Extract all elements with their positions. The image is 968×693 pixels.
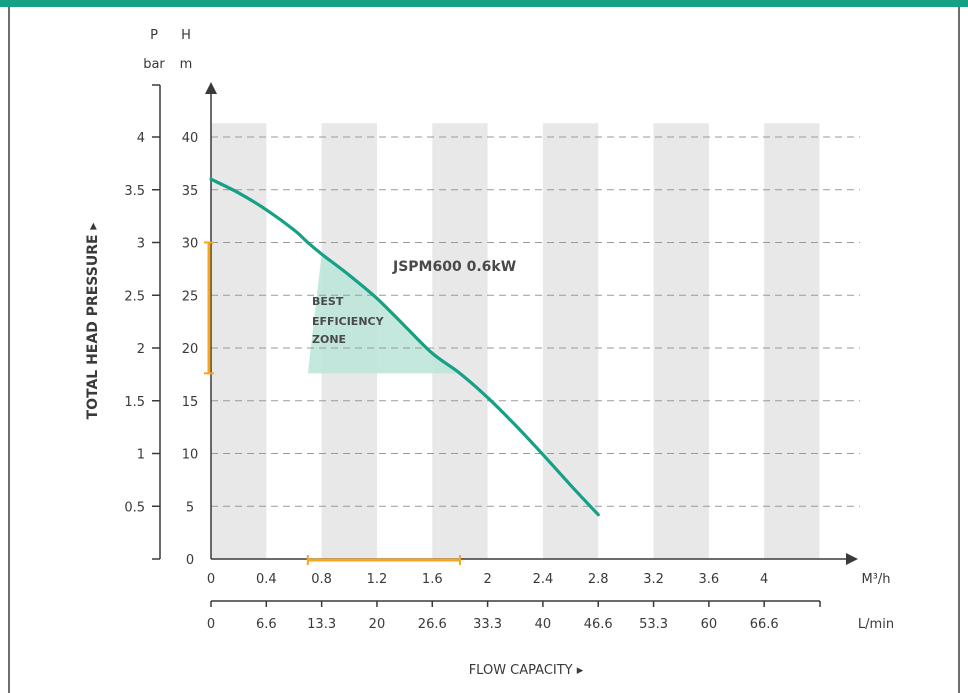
y-m-tick-5: 5 [186, 500, 194, 515]
band-5 [764, 123, 820, 559]
x2-tick-5: 33.3 [473, 617, 502, 632]
x2-tick-9: 60 [701, 617, 718, 632]
y-bar-tick-4: 2 [137, 342, 145, 357]
y-right-unit-symbol: H [181, 28, 191, 43]
y-bar-tick-8: 4 [137, 131, 145, 146]
y-bar-tick-5: 2.5 [124, 289, 145, 304]
chart-labels: P bar H m TOTAL HEAD PRESSURE ▸ M³/h L/m… [85, 28, 894, 678]
y-bar-tick-7: 3.5 [124, 184, 145, 199]
x-tick-10: 4 [760, 572, 768, 587]
x-tick-5: 2 [483, 572, 491, 587]
performance-curve [209, 177, 600, 517]
curve-line [209, 177, 600, 517]
y-m-axis-arrow [205, 82, 217, 94]
y-bar-tick-2: 1 [137, 448, 145, 463]
x2-tick-7: 46.6 [584, 617, 613, 632]
x2-tick-2: 13.3 [307, 617, 336, 632]
x2-tick-3: 20 [369, 617, 386, 632]
y-m-tick-40: 40 [182, 131, 199, 146]
band-0 [211, 123, 267, 559]
x2-tick-0: 0 [207, 617, 215, 632]
x-tick-6: 2.4 [533, 572, 554, 587]
left-border [8, 7, 10, 693]
y-bar-tick-3: 1.5 [124, 395, 145, 410]
y-right-unit: m [180, 57, 193, 72]
x-tick-1: 0.4 [256, 572, 277, 587]
y-bar-tick-6: 3 [137, 237, 145, 252]
x-tick-4: 1.6 [422, 572, 443, 587]
y-m-tick-35: 35 [182, 184, 199, 199]
x-tick-2: 0.8 [311, 572, 332, 587]
band-2 [432, 123, 488, 559]
band-3 [542, 123, 599, 559]
zone-label-line-1: BEST [312, 295, 344, 308]
y-bar-tick-1: 0.5 [124, 500, 145, 515]
top-accent-bar [0, 0, 968, 7]
x-tick-8: 3.2 [643, 572, 664, 587]
right-border [958, 7, 960, 693]
x-axis-label: FLOW CAPACITY ▸ [469, 663, 584, 678]
x2-tick-6: 40 [535, 617, 552, 632]
x-axis-arrow [846, 553, 858, 565]
gridlines [211, 136, 860, 507]
x2-axis-unit: L/min [858, 617, 894, 632]
range-markers [204, 241, 461, 565]
x-axis-unit: M³/h [861, 572, 890, 587]
series-label: JSPM600 0.6kW [392, 259, 516, 275]
x-tick-9: 3.6 [699, 572, 720, 587]
y-m-tick-20: 20 [182, 342, 199, 357]
zone-label-line-3: ZONE [312, 333, 346, 346]
band-4 [653, 123, 709, 559]
x-tick-7: 2.8 [588, 572, 609, 587]
x2-tick-10: 66.6 [750, 617, 779, 632]
y-m-tick-15: 15 [182, 395, 199, 410]
y-m-tick-0: 0 [186, 553, 194, 568]
x2-tick-8: 53.3 [639, 617, 668, 632]
background-bands [211, 123, 820, 559]
x-tick-3: 1.2 [367, 572, 388, 587]
y-m-tick-25: 25 [182, 289, 199, 304]
y-m-tick-30: 30 [182, 237, 199, 252]
y-axis-label: TOTAL HEAD PRESSURE ▸ [85, 223, 101, 420]
y-left-unit-symbol: P [150, 28, 158, 43]
y-left-unit: bar [143, 57, 165, 72]
x2-tick-4: 26.6 [418, 617, 447, 632]
x-tick-0: 0 [207, 572, 215, 587]
x2-tick-1: 6.6 [256, 617, 277, 632]
zone-label-line-2: EFFICIENCY [312, 315, 385, 328]
y-m-tick-10: 10 [182, 448, 199, 463]
